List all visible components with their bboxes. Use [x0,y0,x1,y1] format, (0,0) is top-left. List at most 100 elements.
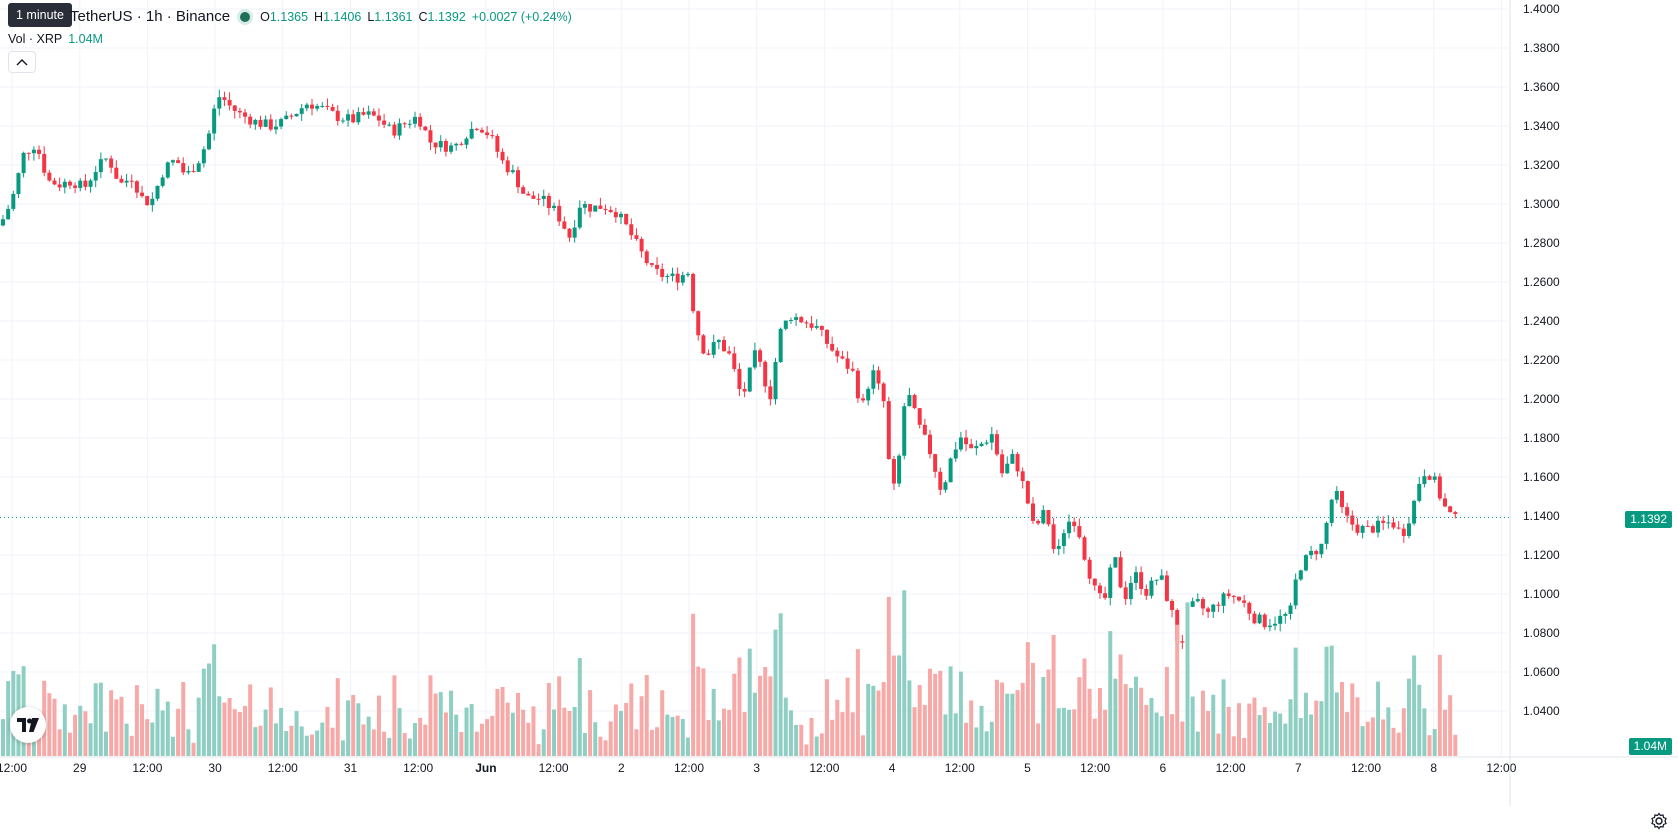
volume-bar [917,685,922,756]
volume-bar [737,657,742,756]
volume-bar [613,704,618,756]
candle-body [758,350,763,362]
volume-bar [706,719,711,756]
candle-body [1381,520,1386,523]
candle-body [984,442,989,444]
candle-body [593,205,598,212]
candle-body [670,273,675,276]
y-tick-label: 1.4000 [1523,2,1560,16]
y-tick-label: 1.2200 [1523,353,1560,367]
volume-bar [722,708,726,756]
chevron-up-icon [16,59,28,66]
volume-bar [1139,687,1144,756]
volume-bar [1319,701,1324,756]
candle-body [953,449,958,459]
volume-legend[interactable]: Vol · XRP 1.04M [8,32,103,46]
volume-bar [310,734,314,756]
candle-body [1077,526,1082,538]
candle-body [1180,641,1185,643]
candle-body [634,235,639,239]
volume-bar [814,736,819,756]
volume-bar [685,737,690,756]
volume-bar [634,729,639,756]
volume-bar [1237,703,1241,756]
chart-area[interactable]: 1.4000 1.3800 1.3600 1.3400 1.3200 1.3000 1.28… [0,0,1678,806]
candle-body [989,434,994,443]
volume-bar [891,655,896,756]
volume-bar [1391,727,1396,756]
volume-bar [1108,631,1113,756]
volume-bar [1128,687,1133,756]
volume-bar [57,729,62,756]
settings-gear-icon[interactable] [1650,812,1668,830]
candle-body [1,219,5,226]
volume-badge: 1.04M [1628,738,1672,755]
candle-body [1159,575,1164,580]
volume-bar [964,722,969,756]
volume-bar [1221,679,1226,756]
tradingview-logo-icon[interactable] [10,707,46,743]
collapse-legend-button[interactable] [8,51,36,73]
volume-bar [201,668,206,756]
volume-bar [232,709,237,756]
candle-body [922,424,927,435]
candle-body [855,370,860,399]
volume-bar [93,683,98,756]
volume-bar [758,675,763,756]
candle-body [243,112,248,117]
candle-body [407,123,412,125]
volume-bar [294,711,299,756]
candle-body [88,180,93,187]
candle-body [526,193,531,196]
volume-bar [1010,693,1015,756]
candle-body [521,187,526,194]
candle-body [382,120,387,125]
volume-bar [876,690,881,756]
volume-bar [490,715,495,756]
volume-bar [1278,713,1283,756]
volume-bar [773,629,778,756]
candle-body [1448,506,1453,513]
candle-body [840,356,845,359]
volume-bar [1097,687,1102,756]
symbol-title[interactable]: TetherUS · 1h · Binance [70,8,231,25]
x-tick-label: 12:00 [1486,761,1516,775]
volume-bar [727,709,732,756]
y-tick-label: 1.3000 [1523,197,1560,211]
volume-bar [1175,624,1180,756]
volume-bar [217,696,222,756]
candle-body [42,153,47,173]
candle-body [516,170,520,188]
candle-body [191,171,196,173]
volume-bar [794,724,799,756]
candle-body [639,238,644,252]
volume-bar [98,682,103,756]
candle-body [1386,522,1391,524]
volume-bar [402,733,407,756]
volume-bar [716,720,721,756]
candle-body [1247,602,1252,614]
candle-body [768,386,773,400]
volume-bar [680,718,685,756]
volume-bar [340,740,345,756]
volume-bar [1144,704,1149,756]
volume-bar [1288,699,1293,756]
candle-body [1417,483,1422,501]
candle-body [830,343,835,351]
x-tick-label: 2 [618,761,625,775]
volume-bar [505,702,510,756]
volume-bar [212,644,217,756]
candle-body [459,143,464,145]
volume-bar [1365,721,1370,756]
candle-body [376,115,381,121]
candle-body [1015,454,1020,472]
volume-bar [196,697,201,756]
candle-body [933,454,938,472]
volume-bar [691,613,696,756]
volume-bar [861,735,866,756]
volume-bar [1448,695,1453,756]
y-tick-label: 1.0600 [1523,665,1560,679]
volume-bar [289,725,294,756]
candle-body [1350,515,1355,525]
